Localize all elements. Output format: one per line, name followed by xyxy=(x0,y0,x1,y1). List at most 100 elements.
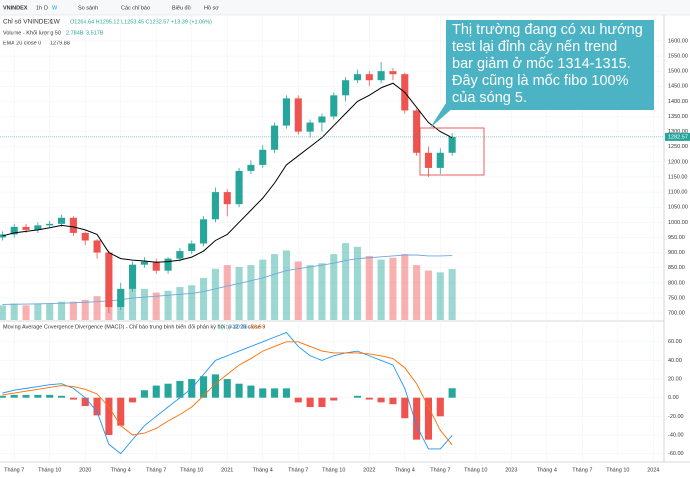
volume-bar xyxy=(365,255,373,320)
volume-legend: Volume - Khối lượng 50 xyxy=(3,30,61,36)
macd-histogram-bar xyxy=(105,397,113,435)
candle-body xyxy=(389,71,397,75)
volume-bar xyxy=(247,265,255,320)
toolbar-button[interactable]: Biểu đồ xyxy=(172,4,191,11)
y-tick-label: 700.00 xyxy=(668,310,685,316)
y-tick-label: 800.00 xyxy=(668,280,685,286)
candle-body xyxy=(223,192,231,205)
x-tick-label: Tháng 4 xyxy=(537,467,557,473)
chart-title: Chỉ số VNINDEX xyxy=(3,17,53,26)
macd-histogram-bar xyxy=(318,397,326,408)
candle-body xyxy=(413,110,421,153)
volume-bar xyxy=(34,303,42,320)
macd-histogram-bar xyxy=(424,397,433,440)
volume-bar xyxy=(294,261,302,320)
volume-bar xyxy=(22,305,30,320)
x-tick-label: Tháng 4 xyxy=(395,467,415,473)
volume-bar xyxy=(176,287,184,320)
macd-histogram-bar xyxy=(389,397,397,405)
callout-text: test lại đỉnh cây nến trend xyxy=(452,39,617,55)
macd-histogram-bar xyxy=(57,395,66,398)
macd-histogram-bar xyxy=(0,395,6,398)
callout-text: bar giảm ở mốc 1314-1315. xyxy=(452,56,631,72)
candle-body xyxy=(57,217,66,224)
volume-bar xyxy=(188,285,196,320)
volume-bar xyxy=(69,301,77,320)
macd-histogram-bar xyxy=(22,394,30,398)
macd-histogram-bar xyxy=(448,388,456,398)
x-tick-label: Tháng 7 xyxy=(430,467,450,473)
y-tick-label: 20.00 xyxy=(668,377,682,383)
x-tick-label: Tháng 7 xyxy=(572,467,592,473)
volume-bar xyxy=(57,301,66,320)
macd-legend-value: -40.46 xyxy=(232,324,248,330)
toolbar-button[interactable]: So sánh xyxy=(78,5,98,11)
volume-bar xyxy=(401,254,409,320)
volume-bar xyxy=(46,303,54,320)
volume-bar xyxy=(211,268,219,320)
candle-body xyxy=(282,98,290,126)
candle-body xyxy=(129,264,137,289)
candle-body xyxy=(188,243,196,252)
x-tick-label: 2024 xyxy=(647,467,659,473)
y-tick-label: -40.00 xyxy=(668,432,684,438)
candle-body xyxy=(81,232,89,241)
macd-histogram-bar xyxy=(46,394,54,398)
y-tick-label: 1350.00 xyxy=(668,114,688,120)
callout-box xyxy=(446,20,654,110)
y-tick-label: 1550.00 xyxy=(668,53,688,59)
candle-body xyxy=(330,95,338,117)
y-tick-label: -20.00 xyxy=(668,414,684,420)
candle-body xyxy=(365,74,373,81)
macd-histogram-bar xyxy=(69,397,77,400)
candle-body xyxy=(294,98,302,132)
x-tick-label: 2022 xyxy=(363,467,375,473)
macd-histogram-bar xyxy=(176,380,184,398)
candle-body xyxy=(176,251,184,259)
macd-histogram-bar xyxy=(235,383,243,398)
macd-histogram-bar xyxy=(259,388,267,398)
y-tick-label: 1500.00 xyxy=(668,69,688,75)
macd-histogram-bar xyxy=(164,383,172,398)
y-tick-label: 0.00 xyxy=(668,395,679,401)
volume-bar xyxy=(330,254,338,320)
y-tick-label: 1450.00 xyxy=(668,84,688,90)
volume-bar xyxy=(353,246,361,320)
macd-legend-value: 10.10 xyxy=(218,324,232,330)
macd-histogram-bar xyxy=(282,388,290,398)
volume-bar xyxy=(413,265,421,320)
interval[interactable]: W xyxy=(52,5,58,11)
volume-bar xyxy=(223,265,231,320)
macd-histogram-bar xyxy=(353,395,361,398)
symbol[interactable]: VNINDEX xyxy=(3,5,28,11)
volume-bar xyxy=(235,266,243,320)
x-tick-label: Tháng 10 xyxy=(606,467,629,473)
interval[interactable]: D xyxy=(44,5,48,11)
macd-histogram-bar xyxy=(129,397,137,403)
candle-body xyxy=(377,71,385,81)
candle-body xyxy=(247,164,255,171)
volume-bar xyxy=(164,290,172,320)
macd-histogram-bar xyxy=(81,397,89,407)
y-tick-label: 1000.00 xyxy=(668,220,688,226)
x-tick-label: Tháng 10 xyxy=(322,467,345,473)
volume-bar xyxy=(377,259,385,320)
volume-bar xyxy=(152,292,160,320)
x-tick-label: 2023 xyxy=(505,467,517,473)
ema-line xyxy=(2,82,453,263)
y-tick-label: 40.00 xyxy=(668,358,682,364)
macd-histogram-bar xyxy=(93,397,101,416)
interval-label: 1W xyxy=(50,19,61,26)
volume-bar xyxy=(200,277,208,320)
highlight-box xyxy=(419,127,485,176)
interval[interactable]: 1h xyxy=(36,5,42,11)
candle-body xyxy=(306,122,314,132)
candle-body xyxy=(259,149,267,165)
candle-body xyxy=(448,136,456,153)
toolbar-button[interactable]: Hồ sơ xyxy=(204,5,219,11)
macd-histogram-bar xyxy=(306,397,314,408)
macd-histogram-bar xyxy=(294,397,302,403)
toolbar-button[interactable]: Các chỉ báo xyxy=(121,4,150,11)
y-tick-label: 1400.00 xyxy=(668,99,688,105)
macd-histogram-bar xyxy=(117,397,125,426)
